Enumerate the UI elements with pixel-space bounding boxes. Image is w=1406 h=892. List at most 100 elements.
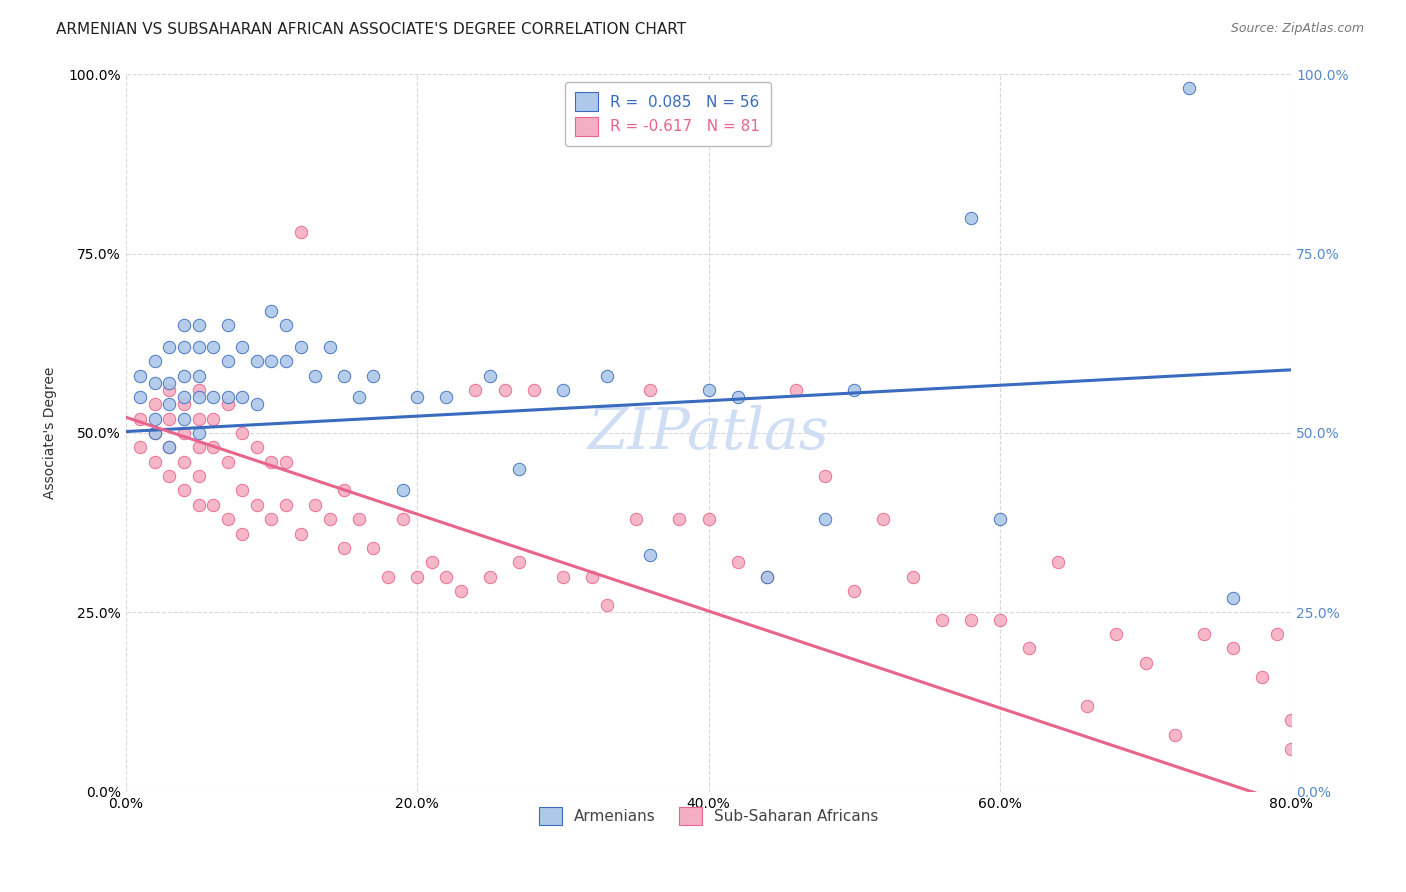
Point: [1279, 713, 1302, 727]
Point: [595, 599, 617, 613]
Point: [217, 354, 239, 368]
Point: [173, 318, 195, 333]
Point: [595, 368, 617, 383]
Point: [508, 462, 530, 476]
Point: [1047, 555, 1070, 569]
Point: [478, 569, 501, 583]
Point: [988, 613, 1011, 627]
Point: [1164, 727, 1187, 741]
Point: [1279, 742, 1302, 756]
Point: [1222, 641, 1244, 656]
Point: [872, 512, 894, 526]
Point: [143, 376, 166, 390]
Point: [159, 469, 181, 483]
Point: [785, 383, 807, 397]
Point: [187, 390, 209, 404]
Point: [333, 483, 356, 498]
Point: [129, 368, 152, 383]
Point: [173, 390, 195, 404]
Point: [173, 455, 195, 469]
Point: [246, 441, 269, 455]
Point: [333, 368, 356, 383]
Point: [363, 368, 385, 383]
Point: [1251, 670, 1274, 684]
Point: [159, 340, 181, 354]
Point: [187, 383, 209, 397]
Point: [727, 390, 749, 404]
Point: [159, 383, 181, 397]
Point: [638, 548, 661, 562]
Point: [260, 304, 283, 318]
Point: [551, 569, 574, 583]
Point: [274, 318, 297, 333]
Point: [406, 390, 429, 404]
Point: [202, 498, 225, 512]
Point: [551, 383, 574, 397]
Point: [231, 340, 253, 354]
Point: [347, 390, 370, 404]
Point: [246, 354, 269, 368]
Point: [464, 383, 486, 397]
Point: [217, 318, 239, 333]
Point: [274, 498, 297, 512]
Point: [260, 512, 283, 526]
Point: [290, 526, 312, 541]
Point: [159, 441, 181, 455]
Point: [143, 425, 166, 440]
Point: [231, 483, 253, 498]
Point: [814, 469, 837, 483]
Point: [173, 425, 195, 440]
Point: [1135, 656, 1157, 670]
Point: [508, 555, 530, 569]
Point: [187, 318, 209, 333]
Point: [391, 512, 413, 526]
Point: [217, 397, 239, 411]
Point: [304, 498, 326, 512]
Point: [217, 390, 239, 404]
Point: [173, 411, 195, 425]
Point: [143, 397, 166, 411]
Point: [755, 569, 778, 583]
Point: [1018, 641, 1040, 656]
Point: [173, 483, 195, 498]
Point: [755, 569, 778, 583]
Point: [959, 613, 981, 627]
Point: [844, 583, 866, 598]
Point: [173, 397, 195, 411]
Point: [697, 383, 720, 397]
Point: [159, 376, 181, 390]
Point: [363, 541, 385, 555]
Point: [333, 541, 356, 555]
Point: [434, 390, 457, 404]
Point: [187, 368, 209, 383]
Point: [450, 583, 472, 598]
Point: [988, 512, 1011, 526]
Y-axis label: Associate's Degree: Associate's Degree: [44, 367, 58, 500]
Point: [187, 411, 209, 425]
Point: [260, 455, 283, 469]
Text: ZIPatlas: ZIPatlas: [588, 405, 830, 461]
Point: [143, 455, 166, 469]
Legend: Armenians, Sub-Saharan Africans: Armenians, Sub-Saharan Africans: [530, 797, 887, 835]
Point: [187, 425, 209, 440]
Point: [347, 512, 370, 526]
Point: [931, 613, 953, 627]
Point: [173, 368, 195, 383]
Point: [159, 441, 181, 455]
Point: [202, 411, 225, 425]
Point: [231, 526, 253, 541]
Text: ARMENIAN VS SUBSAHARAN AFRICAN ASSOCIATE'S DEGREE CORRELATION CHART: ARMENIAN VS SUBSAHARAN AFRICAN ASSOCIATE…: [56, 22, 686, 37]
Point: [143, 411, 166, 425]
Point: [187, 340, 209, 354]
Point: [624, 512, 647, 526]
Point: [1192, 627, 1215, 641]
Point: [187, 498, 209, 512]
Point: [159, 411, 181, 425]
Point: [844, 383, 866, 397]
Point: [187, 469, 209, 483]
Point: [129, 411, 152, 425]
Point: [523, 383, 546, 397]
Point: [129, 441, 152, 455]
Point: [406, 569, 429, 583]
Point: [814, 512, 837, 526]
